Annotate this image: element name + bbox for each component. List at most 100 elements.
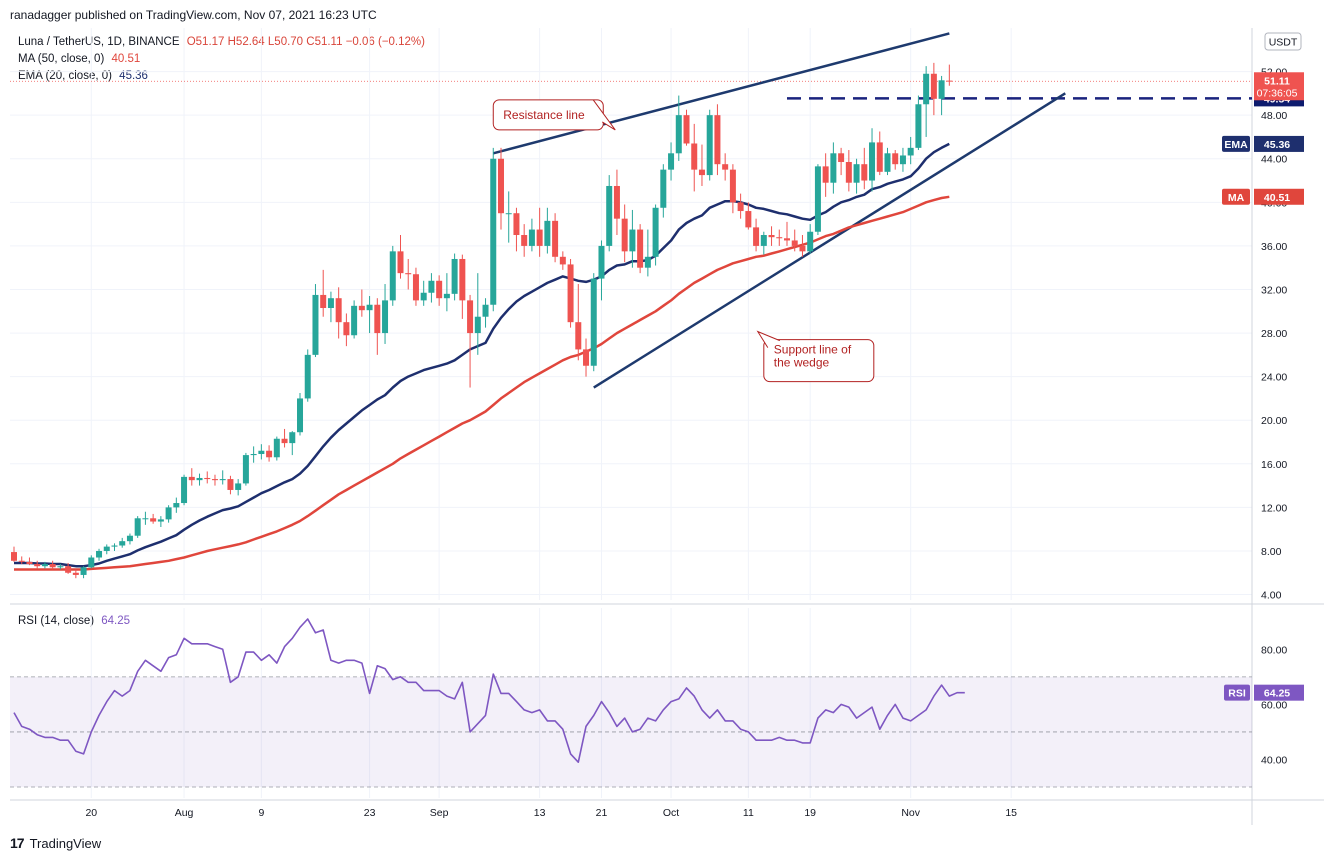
candle-body: [420, 292, 427, 301]
price-tick-label: 32.00: [1261, 284, 1287, 296]
candle-body: [436, 280, 443, 299]
publisher-line: ranadagger published on TradingView.com,…: [10, 8, 377, 22]
price-tick-label: 24.00: [1261, 372, 1287, 384]
rsi-legend-label: RSI (14, close): [18, 615, 95, 627]
ma-name-tag: [1222, 188, 1250, 205]
resistance-callout: Resistance line: [492, 99, 604, 131]
candle-body: [111, 545, 118, 547]
candle-body: [768, 235, 775, 238]
ma-price-label: 40.51: [1264, 192, 1290, 204]
candle-body: [405, 273, 412, 275]
ema-price-tag: [1254, 135, 1304, 152]
candle-body: [845, 162, 852, 183]
time-tick-label: 11: [743, 807, 754, 819]
candle-body: [923, 73, 930, 105]
candle-body: [552, 220, 559, 257]
candle-body: [358, 305, 365, 311]
candle-body: [312, 294, 319, 355]
candle-body: [389, 251, 396, 301]
candle-body: [814, 166, 821, 232]
candle-body: [273, 438, 280, 458]
candle-body: [297, 398, 304, 433]
candle-body: [807, 231, 814, 252]
candle-body: [683, 115, 690, 144]
candle-body: [652, 207, 659, 257]
last-price-tag: [1254, 72, 1304, 101]
candle-body: [637, 229, 644, 268]
resistance-callout-pointer: [592, 99, 616, 131]
ma-legend: MA (50, close, 0) 40.51: [18, 53, 144, 65]
price-tick-label: 48.00: [1261, 110, 1287, 122]
candle-body: [34, 564, 41, 567]
candle-body: [258, 450, 265, 455]
candle-body: [760, 235, 767, 246]
rsi-pane: 80.00 60.00 40.00 RSI 64.25: [10, 644, 1304, 788]
time-tick-label: 20: [85, 807, 97, 819]
price-tick-label: 20.00: [1261, 415, 1287, 427]
candle-body: [884, 153, 891, 172]
candle-body: [706, 115, 713, 176]
candle-body: [946, 80, 953, 82]
candle-body: [853, 164, 860, 183]
candle-body: [320, 294, 327, 309]
resistance-callout-text: Resistance line: [503, 108, 585, 122]
resistance-trendline: [492, 32, 950, 155]
candle-body: [451, 258, 458, 294]
candle-body: [869, 142, 876, 181]
candle-body: [374, 304, 381, 334]
candle-body: [830, 153, 837, 183]
rsi-legend-value: 64.25: [101, 615, 131, 627]
ma-name-label: MA: [1228, 192, 1245, 204]
candle-body: [242, 455, 249, 484]
candle-body: [26, 561, 33, 565]
candle-body: [467, 300, 474, 334]
rsi-band: [10, 676, 1252, 787]
time-tick-label: 15: [1005, 807, 1017, 819]
rsi-name-label: RSI: [1228, 688, 1246, 700]
candle-body: [505, 213, 512, 215]
candle-body: [644, 256, 651, 268]
time-tick-label: 9: [258, 807, 264, 819]
candle-body: [119, 541, 126, 546]
candle-body: [165, 507, 172, 520]
candle-body: [327, 298, 334, 309]
candle-body: [861, 164, 868, 181]
price-tick-label: 28.00: [1261, 328, 1287, 340]
candle-body: [613, 185, 620, 219]
candle-body: [211, 479, 218, 481]
ema-price-label: 45.36: [1264, 139, 1290, 151]
candle-body: [366, 304, 373, 311]
candle-body: [289, 432, 296, 444]
rsi-legend: RSI (14, close) 64.25: [18, 615, 134, 627]
symbol-label: Luna / TetherUS, 1D, BINANCE: [18, 36, 180, 48]
candle-body: [150, 518, 157, 522]
candle-body: [907, 147, 914, 156]
time-tick-label: Sep: [430, 807, 449, 819]
candle-body: [490, 158, 497, 305]
candle-body: [281, 438, 288, 444]
ema-name-label: EMA: [1224, 139, 1248, 151]
price-tick-label: 44.00: [1261, 154, 1287, 166]
candle-body: [351, 305, 358, 336]
candle-body: [698, 169, 705, 176]
candle-body: [18, 560, 25, 562]
candle-body: [536, 229, 543, 246]
candle-body: [799, 245, 806, 252]
footer-brand: 17 TradingView: [10, 835, 101, 851]
candle-body: [590, 278, 597, 366]
time-tick-label: 21: [596, 807, 608, 819]
candle-body: [428, 280, 435, 293]
candle-body: [72, 572, 79, 575]
candle-body: [335, 298, 342, 323]
ma-legend-value: 40.51: [111, 53, 141, 65]
candle-body: [876, 142, 883, 172]
candle-body: [675, 115, 682, 154]
candle-body: [266, 450, 273, 458]
candle-body: [96, 550, 103, 558]
candle-body: [722, 164, 729, 170]
candle-body: [583, 349, 590, 366]
candle-body: [521, 235, 528, 246]
candle-body: [606, 185, 613, 246]
